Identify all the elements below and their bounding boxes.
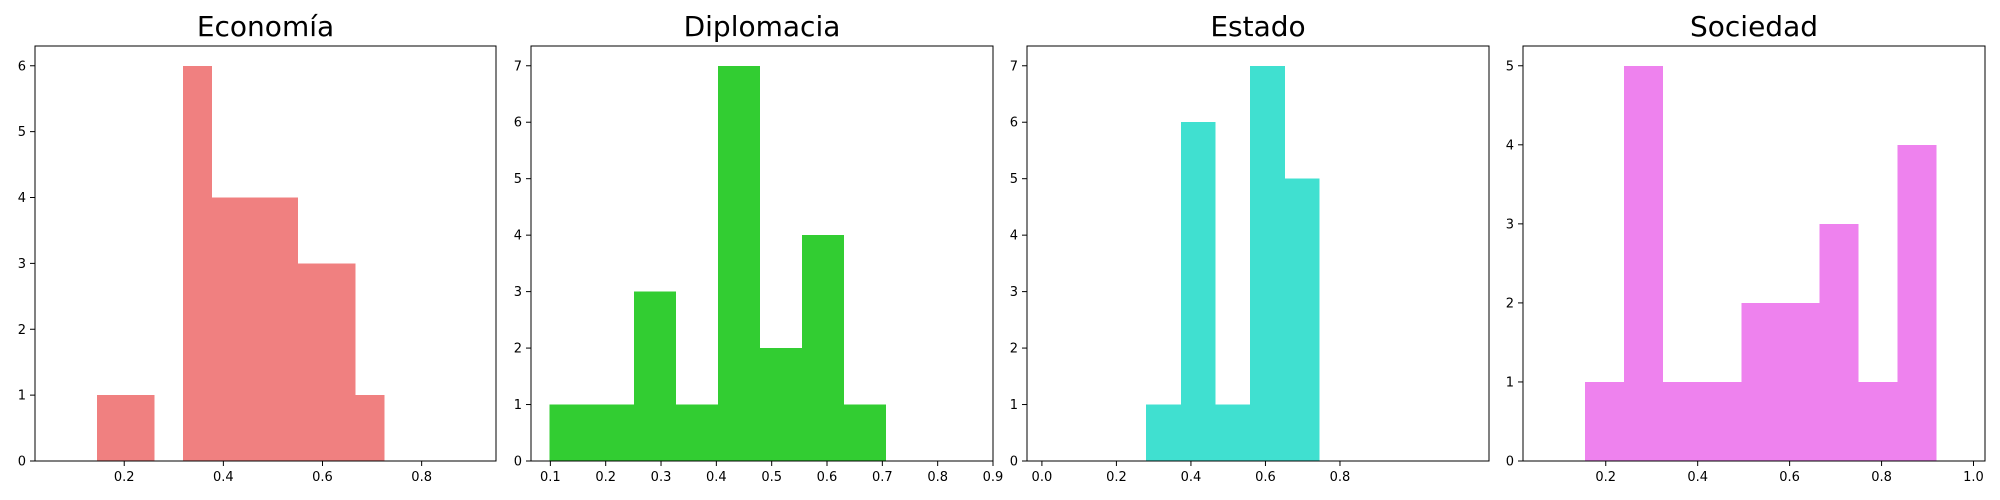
- histogram-bar: [760, 348, 803, 461]
- y-tick-label: 1: [1506, 375, 1514, 390]
- histogram-bar: [1284, 178, 1320, 461]
- y-tick-label: 6: [514, 116, 522, 131]
- histogram-bar: [1897, 144, 1937, 462]
- histogram-bar: [1585, 381, 1625, 461]
- chart-title: Estado: [1210, 10, 1305, 43]
- histogram-bar: [1624, 65, 1664, 461]
- histogram-bar: [298, 263, 327, 461]
- chart-title: Diplomacia: [684, 10, 841, 43]
- axes-frame: [530, 45, 994, 462]
- x-tick-label: 0.2: [114, 470, 135, 485]
- x-tick-label: 0.8: [927, 470, 948, 485]
- y-tick-label: 3: [1506, 217, 1514, 232]
- x-tick-label: 0.9: [983, 470, 1004, 485]
- histogram-bar: [326, 263, 356, 461]
- histogram-bar: [1180, 122, 1216, 461]
- y-tick-label: 2: [1010, 342, 1018, 357]
- x-tick-label: 0.6: [312, 470, 333, 485]
- y-tick-label: 6: [18, 59, 26, 74]
- histogram-bar: [269, 197, 299, 461]
- histogram-bar: [1250, 65, 1285, 461]
- x-tick-label: 0.8: [1871, 470, 1892, 485]
- histogram-bar: [211, 197, 241, 461]
- x-tick-label: 0.6: [817, 470, 838, 485]
- x-tick-label: 0.8: [411, 470, 432, 485]
- histogram-bar: [675, 404, 719, 461]
- histogram-bar: [549, 404, 592, 461]
- x-tick-label: 0.4: [1687, 470, 1708, 485]
- chart-title: Sociedad: [1690, 10, 1818, 43]
- x-tick-label: 1.0: [1963, 470, 1984, 485]
- histogram-bar: [1702, 381, 1742, 461]
- histogram-bar: [1741, 302, 1781, 461]
- y-tick-label: 1: [514, 398, 522, 413]
- y-tick-label: 4: [1010, 229, 1018, 244]
- x-tick-label: 0.2: [595, 470, 616, 485]
- y-tick-label: 2: [18, 323, 26, 338]
- y-tick-label: 7: [514, 59, 522, 74]
- y-tick-label: 3: [1010, 285, 1018, 300]
- chart-title: Economía: [197, 10, 334, 43]
- x-tick-label: 0.1: [540, 470, 561, 485]
- y-tick-label: 0: [1010, 455, 1018, 470]
- y-tick-label: 3: [18, 257, 26, 272]
- x-tick-label: 0.4: [1181, 470, 1202, 485]
- y-tick-label: 1: [18, 389, 26, 404]
- y-tick-label: 2: [514, 342, 522, 357]
- y-tick-label: 0: [514, 455, 522, 470]
- y-tick-label: 6: [1010, 116, 1018, 131]
- x-tick-label: 0.2: [1106, 470, 1127, 485]
- y-tick-label: 5: [1506, 59, 1514, 74]
- x-tick-label: 0.4: [706, 470, 727, 485]
- x-tick-label: 0.7: [872, 470, 893, 485]
- histogram-bar: [844, 404, 887, 461]
- x-tick-label: 0.4: [213, 470, 234, 485]
- y-tick-label: 1: [1010, 398, 1018, 413]
- x-tick-label: 0.2: [1595, 470, 1616, 485]
- y-tick-label: 3: [514, 285, 522, 300]
- histogram-bar: [183, 65, 212, 461]
- histogram-bar: [633, 291, 676, 461]
- y-tick-label: 4: [1506, 138, 1514, 153]
- histogram-bar: [96, 395, 126, 461]
- y-tick-label: 5: [18, 125, 26, 140]
- x-tick-label: 0.6: [1779, 470, 1800, 485]
- axes-frame: [1522, 45, 1986, 462]
- y-tick-label: 5: [514, 172, 522, 187]
- histogram-bar: [1780, 302, 1820, 461]
- histogram-panel: 0.2 0.4 0.6 0.8 0 1 2 3 4 5 6 Economía: [18, 10, 497, 485]
- histogram-bar: [1146, 404, 1181, 461]
- histogram-bar: [591, 404, 634, 461]
- y-tick-label: 4: [514, 229, 522, 244]
- y-tick-label: 7: [1010, 59, 1018, 74]
- axes-frame: [1026, 45, 1490, 462]
- x-tick-label: 0.5: [761, 470, 782, 485]
- y-tick-label: 2: [1506, 296, 1514, 311]
- histogram-panel: 0.0 0.2 0.4 0.6 0.8 0 1 2 3 4 5 6 7 Estado: [1010, 10, 1490, 485]
- histogram-panel: 0.1 0.2 0.3 0.4 0.5 0.6 0.7 0.8 0.9 0 1 2 3 4 5 6 7 Diplo…: [514, 10, 1004, 485]
- histogram-bar: [1215, 404, 1251, 461]
- x-tick-label: 0.3: [651, 470, 672, 485]
- y-tick-label: 5: [1010, 172, 1018, 187]
- y-tick-label: 4: [18, 191, 26, 206]
- y-tick-label: 0: [18, 455, 26, 470]
- histogram-bar: [125, 395, 155, 461]
- y-tick-label: 0: [1506, 455, 1514, 470]
- x-tick-label: 0.8: [1330, 470, 1351, 485]
- histogram-panel: 0.2 0.4 0.6 0.8 1.0 0 1 2 3 4 5 Sociedad: [1506, 10, 1986, 485]
- histogram-bar: [240, 197, 270, 461]
- axes-frame: [34, 45, 497, 462]
- histogram-bar: [1858, 381, 1898, 461]
- x-tick-label: 0.0: [1032, 470, 1053, 485]
- x-tick-label: 0.6: [1255, 470, 1276, 485]
- histogram-bar: [355, 395, 385, 461]
- histogram-bar: [802, 235, 845, 461]
- histogram-bar: [718, 65, 761, 461]
- histogram-bar: [1663, 381, 1703, 461]
- histogram-bar: [1819, 223, 1859, 461]
